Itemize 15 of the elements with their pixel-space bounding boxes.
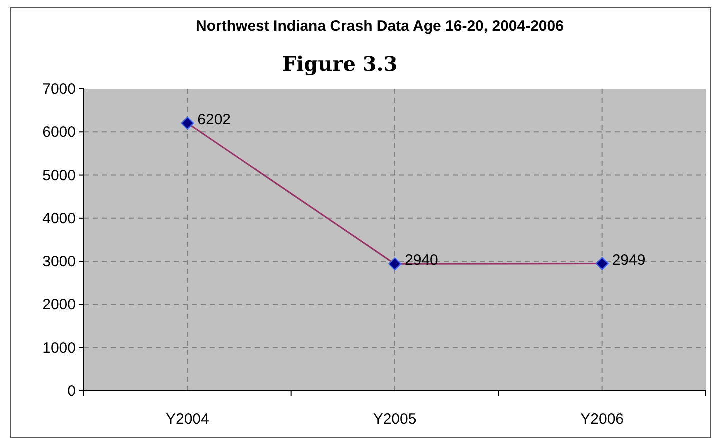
y-tick-label: 4000 <box>42 210 76 228</box>
data-label: 2949 <box>612 252 646 269</box>
x-tick-label: Y2004 <box>166 411 210 428</box>
x-tick-label: Y2005 <box>373 411 417 428</box>
y-tick-label: 1000 <box>42 340 76 357</box>
chart-subtitle: Figure 3.3 <box>282 52 398 76</box>
y-tick-label: 3000 <box>42 254 76 271</box>
y-tick-label: 0 <box>68 383 76 400</box>
x-tick-label: Y2006 <box>580 411 624 428</box>
y-tick-label: 2000 <box>42 296 76 314</box>
y-tick-label: 5000 <box>42 167 76 184</box>
data-label: 6202 <box>198 111 232 128</box>
chart-title: Northwest Indiana Crash Data Age 16-20, 2004-2006 <box>196 18 564 35</box>
y-tick-label: 7000 <box>42 81 76 98</box>
y-tick-label: 6000 <box>42 124 76 142</box>
